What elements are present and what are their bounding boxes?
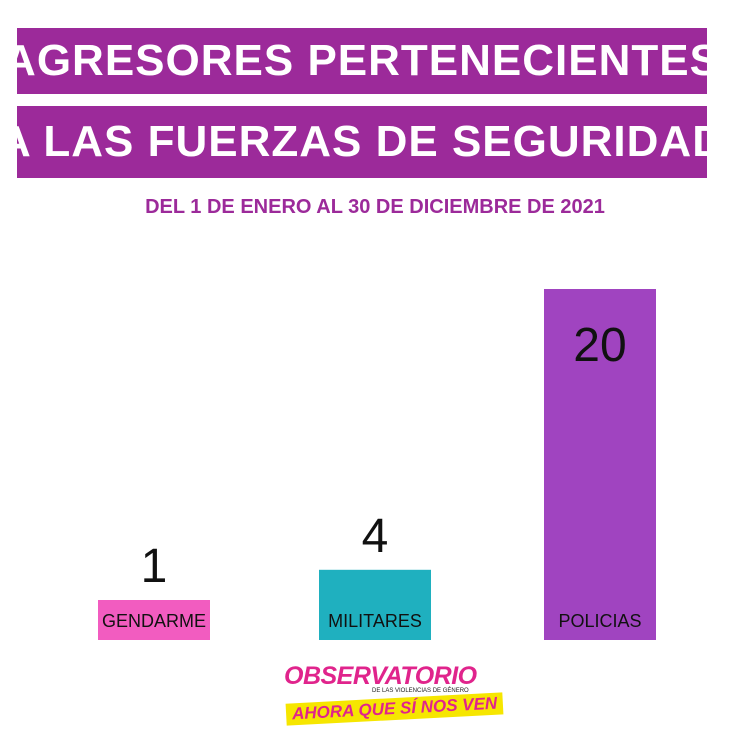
logo-main-text: OBSERVATORIO xyxy=(284,662,477,690)
chart-subtitle: DEL 1 DE ENERO AL 30 DE DICIEMBRE DE 202… xyxy=(145,196,605,218)
category-label-gendarme: GENDARME xyxy=(102,611,206,631)
bar-policias xyxy=(544,289,656,640)
value-label-policias: 20 xyxy=(573,319,626,372)
title-line-2: A LAS FUERZAS DE SEGURIDAD xyxy=(0,106,724,178)
observatorio-logo: OBSERVATORIO DE LAS VIOLENCIAS DE GÉNERO… xyxy=(284,662,504,736)
value-label-gendarme: 1 xyxy=(141,540,168,593)
logo-small-text: DE LAS VIOLENCIAS DE GÉNERO xyxy=(372,688,469,694)
category-label-policias: POLICIAS xyxy=(558,611,641,631)
value-label-militares: 4 xyxy=(362,510,389,563)
category-label-militares: MILITARES xyxy=(328,611,422,631)
bar-militares xyxy=(319,569,431,640)
title-line-1: AGRESORES PERTENECIENTES xyxy=(4,28,719,94)
bar-gendarme xyxy=(98,600,210,640)
